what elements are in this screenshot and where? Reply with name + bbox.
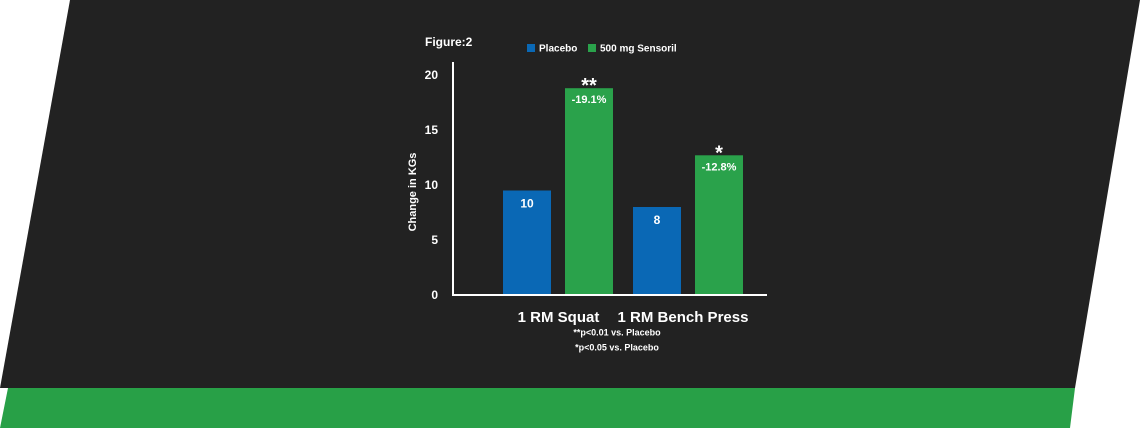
y-axis-ticks: 0 5 10 15 20 (425, 68, 439, 302)
y-tick-label-1: 5 (431, 233, 438, 247)
legend-label-sensoril: 500 mg Sensoril (600, 44, 677, 55)
y-tick-label-4: 20 (425, 68, 439, 82)
y-tick-label-0: 0 (431, 288, 438, 302)
bottom-stripe (0, 388, 1075, 428)
data-label-0-0: 10 (520, 197, 534, 211)
category-label-0: 1 RM Squat (518, 309, 600, 326)
legend-swatch-placebo (527, 44, 535, 52)
footnote-p001: **p<0.01 vs. Placebo (573, 328, 661, 338)
bar-0-0 (503, 190, 551, 295)
data-label-1-0: -19.1% (572, 94, 607, 106)
y-tick-label-2: 10 (425, 178, 439, 192)
category-labels: 1 RM Squat 1 RM Bench Press (518, 309, 749, 326)
y-tick-label-3: 15 (425, 123, 439, 137)
legend-label-placebo: Placebo (539, 44, 577, 55)
figure-label: Figure:2 (425, 35, 473, 49)
bar-1-1 (695, 155, 743, 295)
data-label-0-1: 8 (654, 213, 661, 227)
y-axis-label: Change in KGs (407, 153, 419, 232)
bars: 10 -19.1%** 8 -12.8%* (503, 75, 743, 295)
data-label-1-1: -12.8% (702, 161, 737, 173)
legend-swatch-sensoril (588, 44, 596, 52)
category-label-1: 1 RM Bench Press (618, 309, 749, 326)
footnote-p005: *p<0.05 vs. Placebo (575, 343, 659, 353)
legend: Placebo 500 mg Sensoril (527, 44, 677, 55)
bar-1-0 (565, 88, 613, 295)
significance-marker-1-1: * (715, 142, 723, 164)
significance-marker-1-0: ** (581, 75, 597, 97)
bar-0-1 (633, 207, 681, 295)
